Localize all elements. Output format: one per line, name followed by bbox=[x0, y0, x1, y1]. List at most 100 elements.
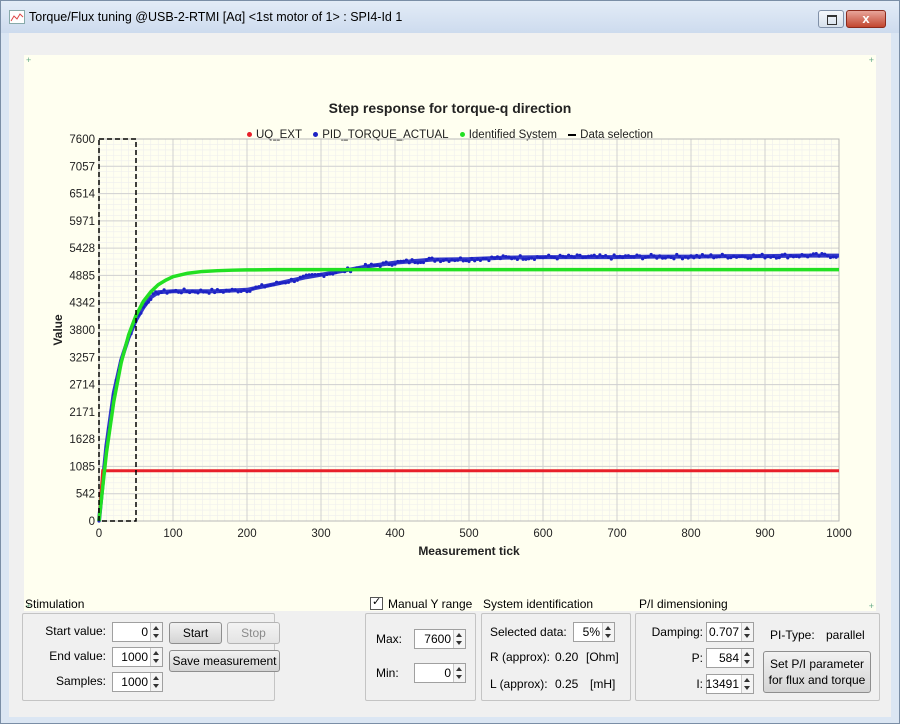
corner-marker-icon: + bbox=[868, 601, 874, 611]
spin-down-icon[interactable] bbox=[153, 684, 159, 688]
pid-torque-actual-point bbox=[254, 285, 258, 289]
samples-spinbox[interactable]: 1000 bbox=[112, 672, 163, 692]
title-bar[interactable]: Torque/Flux tuning @USB-2-RTMI [Aα] <1st… bbox=[1, 1, 899, 33]
pi-dimensioning-group: Damping: 0.707 P: 584 I: 13491 PI-Type: … bbox=[635, 613, 880, 701]
pid-torque-actual-point bbox=[623, 254, 628, 258]
y-min-spinbox[interactable]: 0 bbox=[414, 663, 466, 683]
pid-torque-actual-point bbox=[495, 255, 500, 259]
pid-torque-actual-point bbox=[669, 255, 673, 260]
y-tick-label: 2714 bbox=[69, 380, 95, 392]
spin-up-icon[interactable] bbox=[744, 652, 750, 656]
p-value: 584 bbox=[718, 651, 739, 665]
pid-torque-actual-point bbox=[487, 258, 491, 263]
samples-label: Samples: bbox=[55, 674, 106, 688]
legend-label: PID_TORQUE_ACTUAL bbox=[322, 129, 449, 141]
damping-spinbox[interactable]: 0.707 bbox=[706, 622, 754, 642]
pid-torque-actual-point bbox=[301, 274, 305, 278]
pid-torque-actual-point bbox=[328, 272, 332, 276]
pid-torque-actual-point bbox=[803, 254, 807, 258]
pid-torque-actual-point bbox=[387, 262, 391, 267]
pid-torque-actual-point bbox=[162, 288, 166, 292]
step-response-plot[interactable]: 0 100 200 300 400 500 600 700 800 900 1000 0 542 1085… bbox=[24, 55, 876, 611]
spin-down-icon[interactable] bbox=[744, 634, 750, 638]
p-spinbox[interactable]: 584 bbox=[706, 648, 754, 668]
spin-down-icon[interactable] bbox=[456, 675, 462, 679]
pid-torque-actual-point bbox=[221, 290, 225, 294]
end-value-spinbox[interactable]: 1000 bbox=[112, 647, 163, 667]
spin-down-icon[interactable] bbox=[744, 660, 750, 664]
i-spinbox[interactable]: 13491 bbox=[706, 674, 754, 694]
l-approx-value: 0.25 bbox=[555, 677, 579, 691]
spin-up-icon[interactable] bbox=[456, 667, 462, 671]
spin-up-icon[interactable] bbox=[153, 651, 159, 655]
spin-up-icon[interactable] bbox=[153, 676, 159, 680]
pid-torque-actual-point bbox=[390, 263, 394, 267]
pid-torque-actual-point bbox=[806, 255, 810, 259]
legend-item-pid-torque-actual[interactable]: PID_TORQUE_ACTUAL bbox=[313, 129, 449, 141]
pid-torque-actual-point bbox=[393, 262, 397, 266]
spin-up-icon[interactable] bbox=[605, 626, 611, 630]
x-tick-label: 800 bbox=[681, 528, 700, 540]
pid-torque-actual-point bbox=[139, 311, 143, 315]
pid-torque-actual-point bbox=[188, 290, 192, 295]
set-pi-parameter-button[interactable]: Set P/I parameter for flux and torque bbox=[763, 651, 871, 693]
pid-torque-actual-point bbox=[547, 253, 551, 257]
pid-torque-actual-point bbox=[144, 302, 148, 306]
selected-data-spinbox[interactable]: 5% bbox=[573, 622, 615, 642]
pid-torque-actual-point bbox=[626, 254, 630, 258]
x-tick-label: 500 bbox=[459, 528, 478, 540]
spin-up-icon[interactable] bbox=[744, 678, 750, 682]
pid-torque-actual-point bbox=[678, 254, 682, 259]
selected-data-label: Selected data: bbox=[490, 625, 567, 639]
spin-up-icon[interactable] bbox=[153, 626, 159, 630]
start-value: 0 bbox=[141, 625, 148, 639]
y-max-label: Max: bbox=[376, 632, 403, 646]
spin-down-icon[interactable] bbox=[744, 686, 750, 690]
pid-torque-actual-point bbox=[606, 255, 611, 259]
pid-torque-actual-point bbox=[372, 263, 376, 267]
pid-torque-actual-point bbox=[168, 290, 172, 294]
pid-torque-actual-point bbox=[532, 257, 537, 261]
pid-torque-actual-point bbox=[447, 259, 451, 263]
stop-button[interactable]: Stop bbox=[227, 622, 280, 644]
pid-torque-actual-point bbox=[712, 256, 716, 260]
pid-torque-actual-point bbox=[263, 285, 267, 289]
pid-torque-actual-point bbox=[334, 271, 338, 275]
pid-torque-actual-point bbox=[814, 251, 818, 256]
pid-torque-actual-point bbox=[384, 260, 388, 264]
close-button[interactable]: x bbox=[846, 10, 886, 28]
end-value: 1000 bbox=[121, 650, 148, 664]
save-measurement-button[interactable]: Save measurement bbox=[169, 650, 280, 672]
manual-y-range-label[interactable]: Manual Y range bbox=[388, 597, 473, 611]
samples-value: 1000 bbox=[121, 675, 148, 689]
pid-torque-actual-point bbox=[179, 291, 183, 295]
pid-torque-actual-point bbox=[490, 255, 494, 259]
legend-item-data-selection[interactable]: Data selection bbox=[568, 129, 653, 141]
legend-item-identified-system[interactable]: Identified System bbox=[459, 129, 557, 141]
start-value-label: Start value: bbox=[45, 624, 106, 638]
legend-label: Identified System bbox=[468, 129, 557, 141]
manual-y-range-checkbox[interactable]: ✓ bbox=[370, 596, 383, 610]
pid-torque-actual-point bbox=[615, 255, 619, 259]
pid-torque-actual-point bbox=[561, 254, 565, 258]
spin-up-icon[interactable] bbox=[744, 626, 750, 630]
restore-button[interactable] bbox=[818, 10, 844, 28]
pid-torque-actual-point bbox=[438, 259, 443, 264]
pid-torque-actual-point bbox=[441, 258, 445, 263]
legend-item-uq-ext[interactable]: UQ_EXT bbox=[246, 129, 302, 141]
pid-torque-actual-point bbox=[313, 272, 317, 277]
y-tick-label: 1085 bbox=[69, 461, 95, 473]
spin-up-icon[interactable] bbox=[456, 633, 462, 637]
pid-torque-actual-point bbox=[316, 272, 320, 277]
spin-down-icon[interactable] bbox=[605, 634, 611, 638]
start-value-spinbox[interactable]: 0 bbox=[112, 622, 163, 642]
y-max-spinbox[interactable]: 7600 bbox=[414, 629, 466, 649]
start-button[interactable]: Start bbox=[169, 622, 222, 644]
spin-down-icon[interactable] bbox=[153, 659, 159, 663]
y-tick-label: 6514 bbox=[69, 189, 95, 201]
spin-down-icon[interactable] bbox=[153, 634, 159, 638]
checkmark-icon: ✓ bbox=[372, 596, 382, 608]
pid-torque-actual-point bbox=[378, 264, 382, 268]
pid-torque-actual-point bbox=[204, 290, 208, 294]
spin-down-icon[interactable] bbox=[456, 641, 462, 645]
